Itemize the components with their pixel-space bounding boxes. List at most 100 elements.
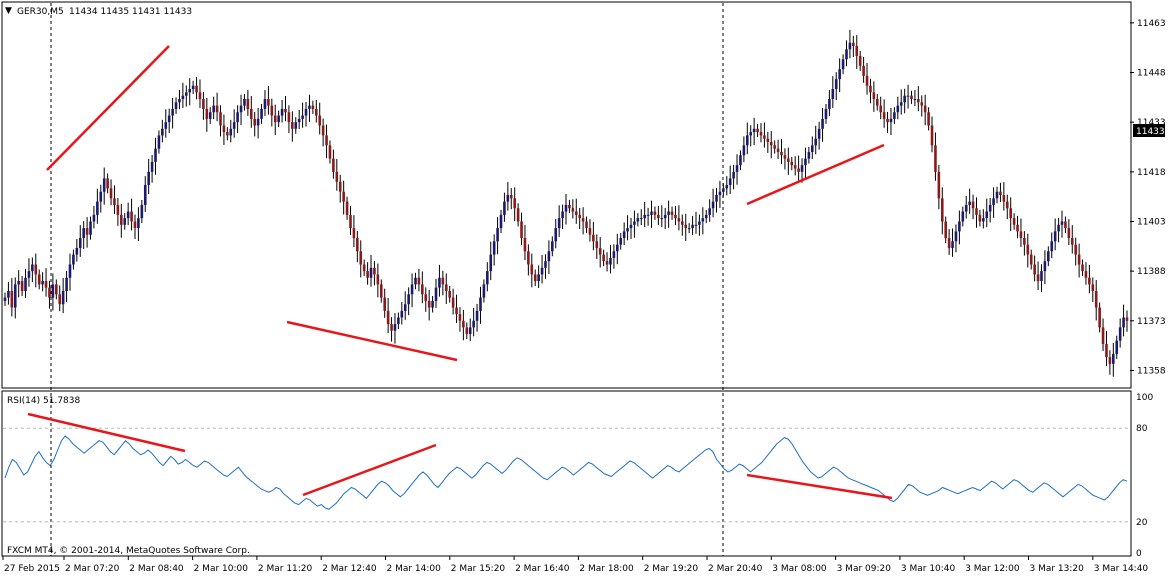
- candle: [280, 99, 284, 123]
- candle-body: [1070, 238, 1074, 245]
- candle-body: [72, 254, 75, 265]
- symbol-dropdown-icon[interactable]: ▼: [5, 6, 12, 16]
- candle-body: [896, 105, 900, 113]
- candle: [855, 35, 859, 69]
- candle-body: [51, 284, 55, 298]
- candle-body: [48, 287, 51, 298]
- candle-body: [164, 122, 168, 129]
- x-tick-label: 2 Mar 15:20: [451, 564, 506, 574]
- candle-body: [1040, 271, 1043, 282]
- candle-body: [766, 138, 770, 143]
- candle: [37, 269, 41, 290]
- candle-body: [1026, 244, 1030, 255]
- candle: [964, 195, 968, 219]
- candle-body: [629, 224, 633, 229]
- candle: [951, 228, 954, 257]
- candle-body: [1050, 241, 1054, 252]
- candle: [31, 257, 34, 283]
- candle-body: [226, 132, 229, 136]
- candle-body: [995, 191, 999, 199]
- rsi-tick-label: 20: [1136, 518, 1148, 528]
- candle-body: [24, 277, 27, 291]
- candle-body: [694, 224, 698, 226]
- candle-body: [489, 254, 493, 272]
- candle: [882, 99, 886, 128]
- candle: [27, 258, 31, 287]
- rsi-panel[interactable]: [1, 390, 1132, 557]
- candle-body: [424, 294, 428, 301]
- candle: [804, 147, 807, 179]
- candle: [776, 139, 780, 159]
- candle-body: [116, 204, 120, 215]
- candle: [397, 312, 400, 330]
- candle-body: [752, 128, 756, 133]
- candle-body: [540, 267, 544, 275]
- candle: [51, 273, 55, 311]
- ohlc-readout: 11434 11435 11431 11433: [69, 7, 192, 17]
- candle: [154, 137, 157, 175]
- candle-body: [773, 145, 776, 149]
- candle-body: [602, 254, 605, 262]
- candle-body: [280, 108, 284, 116]
- candle-body: [913, 99, 917, 100]
- candle-body: [879, 105, 883, 113]
- candle: [954, 224, 958, 253]
- candle: [438, 264, 441, 297]
- y-tick-label: 11463: [1137, 19, 1166, 29]
- candle-body: [862, 65, 865, 76]
- candle: [739, 150, 742, 171]
- candle-body: [622, 231, 626, 239]
- candle: [660, 205, 664, 228]
- candle: [629, 217, 633, 240]
- candle-body: [202, 99, 205, 109]
- candle-body: [571, 208, 575, 212]
- candle: [975, 197, 978, 228]
- candle: [462, 309, 465, 341]
- candle-body: [780, 151, 783, 156]
- candle-body: [448, 291, 451, 298]
- x-tick-label: 2 Mar 10:00: [194, 564, 249, 574]
- candle-body: [222, 125, 226, 133]
- candle: [824, 103, 828, 124]
- candle-body: [588, 228, 592, 235]
- candle: [718, 180, 722, 208]
- candle-body: [7, 291, 10, 298]
- y-tick-label: 11388: [1137, 267, 1166, 277]
- candle-body: [345, 201, 349, 215]
- trendline[interactable]: [302, 443, 437, 497]
- candle-body: [592, 234, 595, 242]
- candle-body: [366, 271, 369, 278]
- candle: [1026, 233, 1030, 268]
- candle: [1098, 302, 1101, 333]
- candle: [120, 203, 123, 238]
- trendline[interactable]: [746, 143, 885, 206]
- trendline[interactable]: [286, 320, 458, 362]
- candle: [383, 288, 387, 318]
- candle-body: [691, 224, 694, 229]
- candle-body: [301, 115, 304, 119]
- y-tick-label: 11433: [1137, 118, 1166, 128]
- candle: [554, 219, 558, 249]
- candle: [1050, 232, 1054, 259]
- candle-body: [910, 95, 913, 99]
- trendline[interactable]: [46, 45, 170, 171]
- candle-body: [814, 138, 818, 146]
- main-panel[interactable]: [1, 1, 1132, 389]
- candle: [184, 85, 188, 107]
- candle: [239, 94, 243, 126]
- candle-body: [824, 108, 828, 119]
- candle-body: [109, 188, 113, 199]
- trendline[interactable]: [746, 473, 893, 500]
- candle-body: [287, 112, 291, 123]
- candle: [639, 209, 643, 226]
- candle-body: [513, 198, 516, 209]
- candle: [790, 156, 794, 171]
- candle: [311, 100, 315, 114]
- candle: [1091, 277, 1095, 302]
- candle: [616, 233, 619, 265]
- candle: [349, 205, 352, 236]
- candle-body: [369, 267, 373, 278]
- trendline[interactable]: [27, 412, 186, 453]
